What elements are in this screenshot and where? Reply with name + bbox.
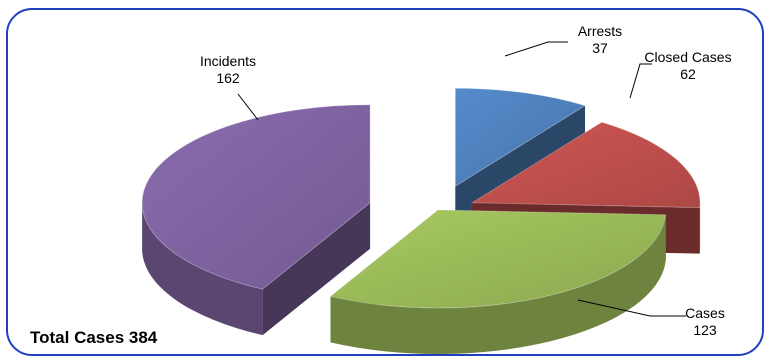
total-cases-label: Total Cases 384 xyxy=(30,328,158,347)
data-label-value-arrests: 37 xyxy=(592,40,608,56)
data-label-name-arrests: Arrests xyxy=(578,23,622,39)
data-label-value-incidents: 162 xyxy=(216,70,240,86)
data-label-name-closed-cases: Closed Cases xyxy=(644,49,731,65)
leader-line-cases xyxy=(577,299,686,317)
pie-slice-cases xyxy=(329,209,667,354)
data-label-value-closed-cases: 62 xyxy=(680,66,696,82)
data-label-value-cases: 123 xyxy=(693,322,717,338)
leader-line-incidents xyxy=(237,93,259,121)
pie-slice-incidents xyxy=(141,104,371,336)
data-label-name-cases: Cases xyxy=(685,305,725,321)
data-label-name-incidents: Incidents xyxy=(200,53,256,69)
leader-line-arrests xyxy=(504,41,568,57)
leader-line-closed-cases xyxy=(629,63,652,99)
